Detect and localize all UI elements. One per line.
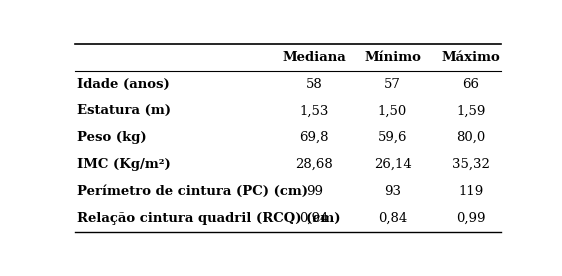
Text: 0,99: 0,99 [456, 212, 486, 225]
Text: Mínimo: Mínimo [364, 51, 421, 64]
Text: 58: 58 [306, 78, 323, 91]
Text: Idade (anos): Idade (anos) [77, 78, 170, 91]
Text: 57: 57 [384, 78, 401, 91]
Text: 26,14: 26,14 [374, 158, 411, 171]
Text: Relação cintura quadril (RCQ) (cm): Relação cintura quadril (RCQ) (cm) [77, 212, 340, 225]
Text: 69,8: 69,8 [300, 131, 329, 144]
Text: 35,32: 35,32 [452, 158, 490, 171]
Text: Perímetro de cintura (PC) (cm): Perímetro de cintura (PC) (cm) [77, 185, 308, 198]
Text: 99: 99 [306, 185, 323, 198]
Text: 119: 119 [459, 185, 483, 198]
Text: 0,84: 0,84 [378, 212, 407, 225]
Text: 80,0: 80,0 [456, 131, 486, 144]
Text: 28,68: 28,68 [295, 158, 333, 171]
Text: IMC (Kg/m²): IMC (Kg/m²) [77, 158, 170, 171]
Text: 0,94: 0,94 [300, 212, 329, 225]
Text: 66: 66 [463, 78, 479, 91]
Text: 1,50: 1,50 [378, 104, 407, 117]
Text: Peso (kg): Peso (kg) [77, 131, 147, 144]
Text: 1,59: 1,59 [456, 104, 486, 117]
Text: Máximo: Máximo [442, 51, 500, 64]
Text: Mediana: Mediana [282, 51, 346, 64]
Text: 93: 93 [384, 185, 401, 198]
Text: Estatura (m): Estatura (m) [77, 104, 171, 117]
Text: 59,6: 59,6 [378, 131, 407, 144]
Text: 1,53: 1,53 [300, 104, 329, 117]
